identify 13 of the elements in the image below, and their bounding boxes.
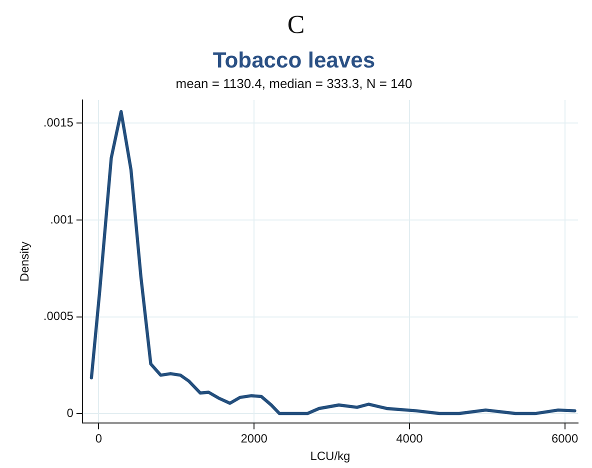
x-axis-title: LCU/kg	[310, 449, 350, 464]
chart-subtitle: mean = 1130.4, median = 333.3, N = 140	[176, 76, 412, 91]
x-tick-label: 6000	[551, 432, 578, 446]
y-tick-label: .0005	[43, 309, 74, 324]
y-tick-label: .0015	[43, 116, 74, 130]
x-tick-label: 4000	[396, 432, 424, 446]
y-tick-label: 0	[66, 406, 74, 420]
x-tick-label: 0	[95, 432, 102, 446]
x-tick-label: 2000	[240, 432, 268, 446]
chart-title: Tobacco leaves	[212, 47, 376, 72]
y-axis-title: Density	[18, 242, 32, 282]
y-tick-label: .001	[50, 212, 74, 226]
text: C	[286, 10, 306, 40]
